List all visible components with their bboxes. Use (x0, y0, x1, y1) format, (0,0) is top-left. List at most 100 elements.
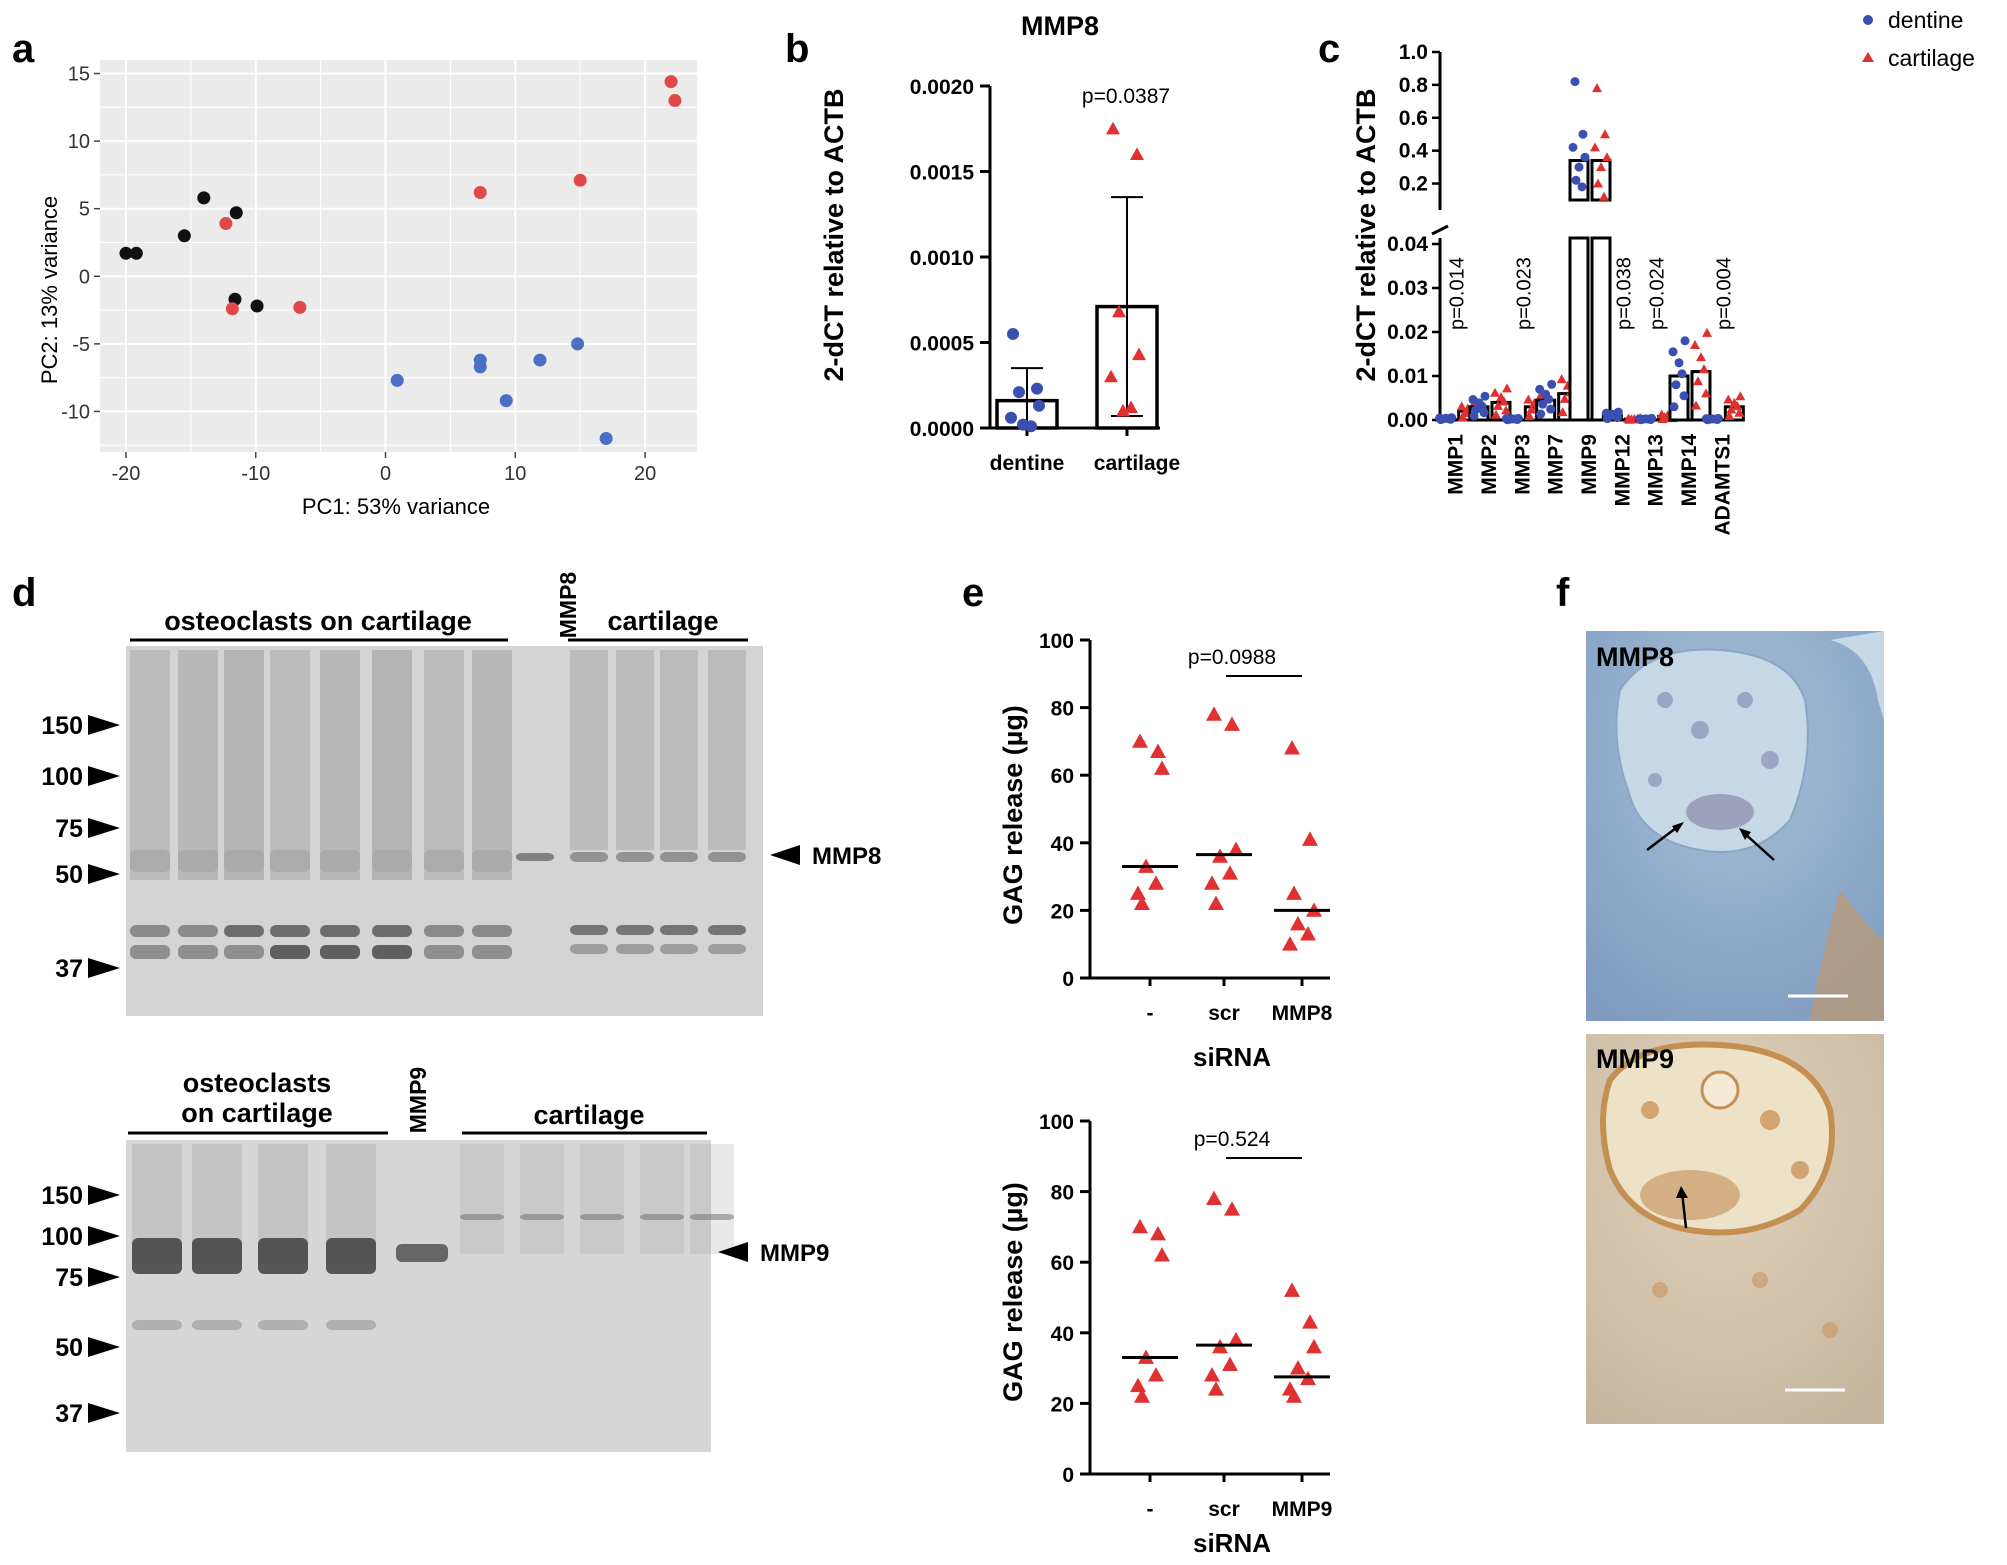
mmp-panel-point-dentine (1574, 162, 1584, 172)
mmp8-point-cartilage (1112, 304, 1126, 318)
micrograph-mmp8-label: MMP8 (1596, 642, 1674, 672)
gag-y-tick-label: 80 (1051, 1182, 1074, 1205)
blot-band (570, 852, 608, 862)
mmp-panel-point-cartilage (1656, 409, 1667, 419)
gag-point (1290, 915, 1306, 931)
gag-point (1222, 865, 1238, 880)
mmp-panel-y-tick-label: 1.0 (1399, 41, 1428, 64)
pca-point-black (197, 191, 211, 205)
pca-point-blue (473, 360, 487, 374)
blot-marker-arrow (88, 1403, 120, 1423)
blot-lane-smear (660, 650, 698, 850)
gag-point (1286, 885, 1302, 900)
pca-x-tick-label: 20 (634, 463, 656, 485)
mmp-panel-point-dentine (1546, 404, 1556, 414)
legend-dentine-label: dentine (1888, 7, 1963, 33)
mmp-panel-x-tick-label: MMP9 (1578, 434, 1601, 495)
mmp-panel-point-dentine (1513, 413, 1523, 423)
mmp8-point-cartilage (1116, 403, 1130, 417)
pca-point-blue (499, 394, 513, 408)
mmp8-y-axis-label: 2-dCT relative to ACTB (819, 88, 849, 381)
gag-point (1208, 895, 1224, 911)
blot-band (640, 1214, 684, 1220)
gag-point (1300, 926, 1316, 941)
mmp-panel-point-cartilage (1456, 401, 1467, 411)
blot-band (224, 850, 264, 872)
blot-lane-smear (320, 650, 360, 880)
blot-top-band-arrow (770, 845, 800, 865)
gag-point (1284, 1282, 1300, 1297)
mmp-panel-point-cartilage (1493, 400, 1503, 410)
mmp-panel-y-tick-label: 0.8 (1399, 74, 1429, 97)
mmp-panel-point-cartilage (1526, 404, 1537, 414)
mmp-panel-y-tick-label: 0.04 (1387, 233, 1428, 256)
blot-band (320, 850, 360, 872)
mmp-panel-point-dentine (1679, 391, 1689, 401)
gag-point (1302, 831, 1318, 846)
gag-point (1224, 1201, 1240, 1216)
blot-band (580, 1214, 624, 1220)
mmp-panel-x-tick-label: ADAMTS1 (1711, 434, 1734, 536)
gag-point (1284, 740, 1300, 755)
mmp-panel-x-tick-label: MMP3 (1511, 434, 1534, 495)
mmp-panel-point-cartilage (1496, 392, 1506, 402)
blot-lane-smear (708, 650, 746, 850)
mmp-panel-y-tick-label: 0.03 (1387, 277, 1428, 300)
blot-band (224, 925, 264, 937)
blot-marker-arrow (88, 818, 120, 838)
mmp-panel-point-cartilage (1696, 352, 1706, 362)
gag-point (1290, 1360, 1306, 1375)
mmp-panel-point-dentine (1501, 414, 1511, 424)
pca-plot-background (100, 60, 697, 452)
mmp8-point-dentine (1031, 382, 1043, 395)
mmp-panel-bar-dentine (1568, 236, 1590, 422)
mmp-panel-point-cartilage (1596, 162, 1606, 172)
mmp8-point-cartilage (1106, 121, 1120, 135)
mmp-panel-point-cartilage (1699, 364, 1709, 374)
pca-point-black (177, 229, 191, 243)
blot-bottom-left-header-2: on cartilage (181, 1098, 333, 1128)
mmp-panel-point-cartilage (1490, 387, 1500, 397)
mmp-panel-point-dentine (1601, 408, 1611, 418)
gag-point (1150, 1225, 1166, 1241)
gag-point (1208, 1381, 1224, 1396)
mmp-panel-point-dentine (1701, 414, 1711, 424)
blot-band (616, 925, 654, 935)
gag-mmp9-p-value: p=0.524 (1194, 1128, 1271, 1151)
mmp8-point-dentine (1017, 418, 1029, 431)
blot-band (708, 852, 746, 862)
pca-x-tick-label: -10 (241, 463, 270, 485)
gag-point (1132, 1218, 1148, 1234)
mmp-panel-point-cartilage (1600, 129, 1610, 139)
mmp-panel-point-cartilage (1723, 394, 1734, 404)
blot-membrane (126, 1140, 711, 1452)
blot-band (132, 1320, 182, 1330)
mmp-panel-y-tick-label: 0.6 (1399, 107, 1428, 130)
mmp-panel-point-cartilage (1623, 413, 1634, 423)
blot-marker-label: 100 (41, 763, 83, 791)
blot-band (570, 925, 608, 935)
mmp-panel-x-tick-label: MMP2 (1478, 434, 1501, 495)
pca-point-black (119, 246, 133, 260)
blot-band (320, 925, 360, 937)
gag-point (1132, 733, 1148, 748)
blot-band (270, 945, 310, 959)
mmp8-y-tick-label: 0.0010 (910, 247, 974, 270)
blot-band (570, 944, 608, 954)
mmp-panel-point-cartilage (1729, 397, 1740, 407)
blot-band (472, 925, 512, 937)
gag-mmp8-x-axis-label: siRNA (1193, 1042, 1271, 1072)
blot-band (424, 925, 464, 937)
mmp-panel-point-dentine (1480, 391, 1490, 401)
blot-band (516, 853, 554, 861)
pca-x-tick-label: 0 (380, 463, 391, 485)
blot-band (660, 925, 698, 935)
blot-marker-arrow (88, 1267, 120, 1287)
pca-scatter-plot: -20 -10 0 10 20 -10 -5 0 5 10 15 (61, 60, 697, 485)
blot-top-mid-header: MMP8 (555, 572, 581, 639)
gag-y-tick-label: 0 (1062, 968, 1074, 991)
panel-label-c: c (1318, 27, 1340, 71)
blot-lane-smear (616, 650, 654, 850)
mmp-panel-point-dentine (1613, 407, 1623, 417)
